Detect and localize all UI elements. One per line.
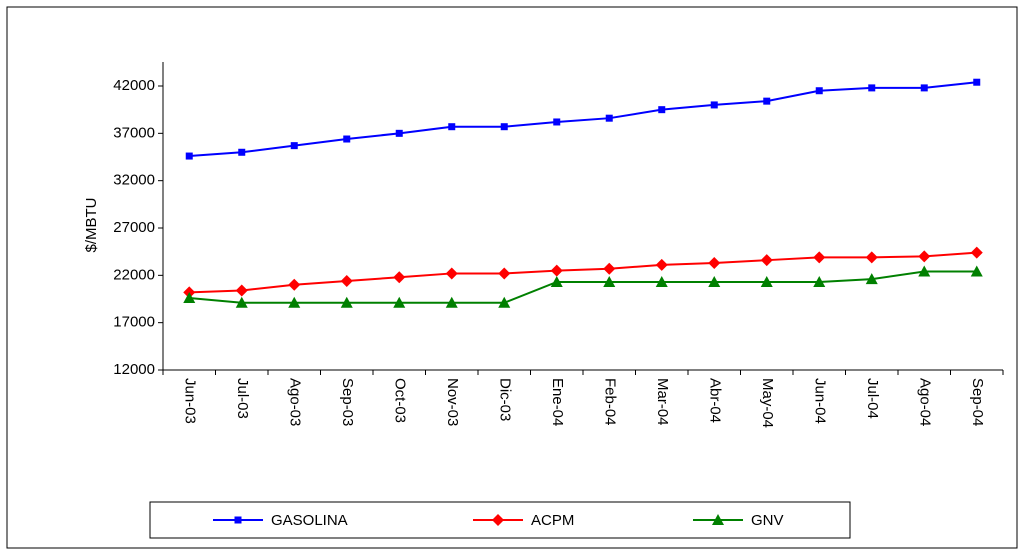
marker [658,106,666,114]
marker [868,84,876,92]
marker [918,250,931,263]
marker [445,267,458,280]
marker [603,262,616,275]
marker [708,257,721,270]
marker [970,246,983,259]
marker [760,275,773,287]
marker [393,296,406,308]
chart-frame [6,6,1018,549]
x-tick-label: Sep-03 [339,378,356,426]
marker [395,129,403,137]
x-tick-label: Jul-04 [864,378,881,419]
marker [238,148,246,156]
marker [492,514,504,526]
x-tick-label: Ene-04 [549,378,566,426]
marker [605,114,613,122]
marker [550,275,563,287]
marker [918,265,931,277]
legend-label: GNV [751,512,784,529]
marker [550,264,563,277]
marker [290,142,298,150]
x-tick-label: Mar-04 [654,378,671,426]
marker [815,87,823,95]
marker [498,296,511,308]
series-line [189,270,977,304]
marker [760,254,773,267]
series-line [189,81,977,158]
legend-label: GASOLINA [271,512,348,529]
marker [234,516,242,524]
marker [603,275,616,287]
x-tick-label: May-04 [759,378,776,428]
marker [445,296,458,308]
legend-label: ACPM [531,512,574,529]
y-tick-label: 17000 [113,314,155,331]
marker [340,296,353,308]
marker [813,251,826,264]
x-tick-label: Jun-03 [181,378,198,424]
marker [655,258,668,271]
x-tick-label: Dic-03 [496,378,513,421]
x-tick-label: Feb-04 [601,378,618,426]
marker [235,284,248,297]
marker [970,265,983,277]
x-tick-label: Nov-03 [444,378,461,426]
y-axis-label: $/MBTU [83,197,100,252]
marker [708,275,721,287]
x-tick-label: Ago-04 [916,378,933,426]
marker [865,273,878,285]
y-tick-label: 37000 [113,124,155,141]
marker [340,275,353,288]
marker [343,135,351,143]
x-tick-label: Sep-04 [969,378,986,426]
marker [500,123,508,131]
x-tick-label: Jul-03 [234,378,251,419]
series-line [189,251,977,294]
y-tick-label: 32000 [113,172,155,189]
y-tick-label: 12000 [113,361,155,378]
marker [498,267,511,280]
marker [185,152,193,160]
marker [393,271,406,284]
y-tick-label: 42000 [113,77,155,94]
marker [183,292,196,304]
marker [920,84,928,92]
x-tick-label: Jun-04 [811,378,828,424]
x-tick-label: Abr-04 [706,378,723,423]
y-tick-label: 27000 [113,219,155,236]
marker [710,101,718,109]
marker [288,278,301,291]
y-tick-label: 22000 [113,266,155,283]
x-tick-label: Ago-03 [286,378,303,426]
marker [288,296,301,308]
marker [655,275,668,287]
marker [865,251,878,264]
marker [813,275,826,287]
marker [448,123,456,131]
marker [235,296,248,308]
marker [553,118,561,126]
marker [763,97,771,105]
marker [973,78,981,86]
marker [712,514,724,525]
x-tick-label: Oct-03 [391,378,408,423]
